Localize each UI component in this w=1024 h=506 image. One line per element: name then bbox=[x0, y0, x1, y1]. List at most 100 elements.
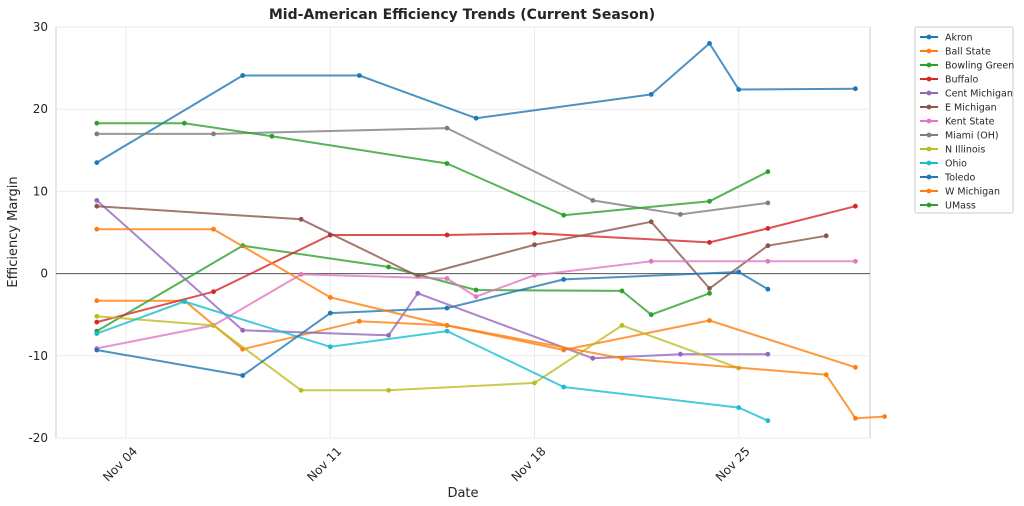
legend-label: Buffalo bbox=[945, 75, 979, 86]
data-point bbox=[707, 240, 712, 245]
data-point bbox=[532, 230, 537, 236]
data-point bbox=[561, 384, 567, 390]
data-point bbox=[444, 323, 450, 328]
data-point bbox=[707, 286, 712, 291]
data-point bbox=[444, 232, 450, 238]
data-point bbox=[94, 203, 100, 209]
legend-item-e-michigan: E Michigan bbox=[920, 103, 997, 114]
data-point bbox=[94, 313, 100, 319]
data-point bbox=[736, 269, 742, 275]
data-point bbox=[444, 305, 450, 311]
data-point bbox=[765, 226, 771, 231]
legend-label: E Michigan bbox=[945, 103, 997, 114]
data-point bbox=[357, 318, 362, 324]
data-point bbox=[707, 41, 712, 46]
data-point bbox=[327, 295, 333, 300]
data-point bbox=[853, 86, 858, 92]
legend-marker bbox=[926, 34, 932, 40]
legend-item-buffalo: Buffalo bbox=[920, 75, 979, 86]
y-axis-ticks: 30 20 10 0 -10 -20 bbox=[28, 20, 48, 445]
legend-marker bbox=[926, 76, 932, 82]
legend-item-toledo: Toledo bbox=[920, 173, 976, 184]
data-point bbox=[357, 73, 362, 78]
data-point bbox=[853, 203, 858, 209]
series-line-buffalo bbox=[96, 205, 856, 324]
data-point bbox=[532, 272, 537, 278]
data-point bbox=[648, 258, 654, 264]
data-point bbox=[619, 355, 625, 361]
data-point bbox=[590, 198, 596, 203]
data-point bbox=[94, 347, 100, 353]
data-point bbox=[648, 219, 654, 225]
series-e-michigan bbox=[94, 203, 829, 291]
series-line-w-michigan bbox=[96, 228, 885, 420]
data-point bbox=[211, 226, 216, 232]
legend-label: Ohio bbox=[945, 159, 967, 170]
y-tick-label: 10 bbox=[33, 184, 48, 198]
data-point bbox=[736, 87, 742, 92]
data-point bbox=[473, 294, 479, 299]
legend-label: Kent State bbox=[945, 117, 995, 128]
data-point bbox=[182, 120, 187, 126]
data-point bbox=[444, 276, 450, 281]
x-axis-label: Date bbox=[447, 486, 478, 501]
data-point bbox=[590, 355, 596, 361]
data-point bbox=[561, 277, 567, 282]
data-point bbox=[269, 133, 275, 139]
data-point bbox=[444, 328, 450, 334]
legend-box bbox=[914, 26, 1014, 214]
data-point bbox=[765, 286, 771, 292]
data-point bbox=[707, 318, 712, 323]
data-point bbox=[765, 258, 771, 264]
data-point bbox=[619, 288, 625, 294]
data-point bbox=[94, 331, 100, 336]
data-point bbox=[765, 243, 771, 249]
legend-item-ohio: Ohio bbox=[920, 159, 967, 170]
y-tick-label: -10 bbox=[28, 349, 48, 363]
legend-marker bbox=[926, 62, 932, 68]
data-point bbox=[94, 319, 100, 325]
series-cent-michigan bbox=[94, 198, 771, 361]
data-point bbox=[619, 323, 625, 328]
legend-marker bbox=[926, 132, 932, 138]
data-point bbox=[94, 131, 100, 137]
data-point bbox=[707, 290, 712, 296]
y-tick-label: 30 bbox=[33, 20, 48, 34]
data-point bbox=[736, 405, 742, 410]
legend-label: Cent Michigan bbox=[945, 89, 1013, 100]
data-point bbox=[444, 125, 450, 131]
plot-area bbox=[55, 26, 871, 439]
data-point bbox=[853, 364, 858, 370]
data-point bbox=[240, 73, 246, 78]
data-point bbox=[532, 242, 537, 248]
data-point bbox=[561, 212, 567, 218]
legend-item-akron: Akron bbox=[920, 33, 973, 44]
legend-item-cent-michigan: Cent Michigan bbox=[920, 89, 1013, 100]
y-tick-label: 20 bbox=[33, 102, 48, 116]
legend-item-miami-oh: Miami (OH) bbox=[920, 131, 999, 142]
data-point bbox=[94, 226, 100, 232]
series-w-michigan bbox=[94, 226, 887, 421]
series-toledo bbox=[94, 269, 771, 378]
series-akron bbox=[94, 41, 858, 166]
data-point bbox=[678, 212, 683, 217]
data-point bbox=[765, 351, 771, 357]
data-point bbox=[386, 387, 391, 393]
data-point bbox=[327, 310, 333, 316]
data-point bbox=[882, 414, 887, 419]
series-ohio bbox=[94, 299, 771, 424]
data-point bbox=[853, 415, 858, 421]
legend-item-w-michigan: W Michigan bbox=[920, 187, 1000, 198]
data-point bbox=[94, 298, 100, 304]
data-point bbox=[473, 287, 479, 293]
data-point bbox=[240, 327, 246, 333]
legend: Akron Ball State Bowling Green Buffalo Cent … bbox=[914, 26, 1014, 214]
chart-title: Mid-American Efficiency Trends (Current … bbox=[269, 7, 655, 23]
legend-marker bbox=[926, 90, 932, 96]
legend-label: Ball State bbox=[945, 47, 991, 58]
data-point bbox=[678, 351, 683, 357]
legend-label: Bowling Green bbox=[945, 61, 1014, 72]
data-point bbox=[94, 120, 100, 126]
legend-label: Toledo bbox=[944, 173, 976, 184]
